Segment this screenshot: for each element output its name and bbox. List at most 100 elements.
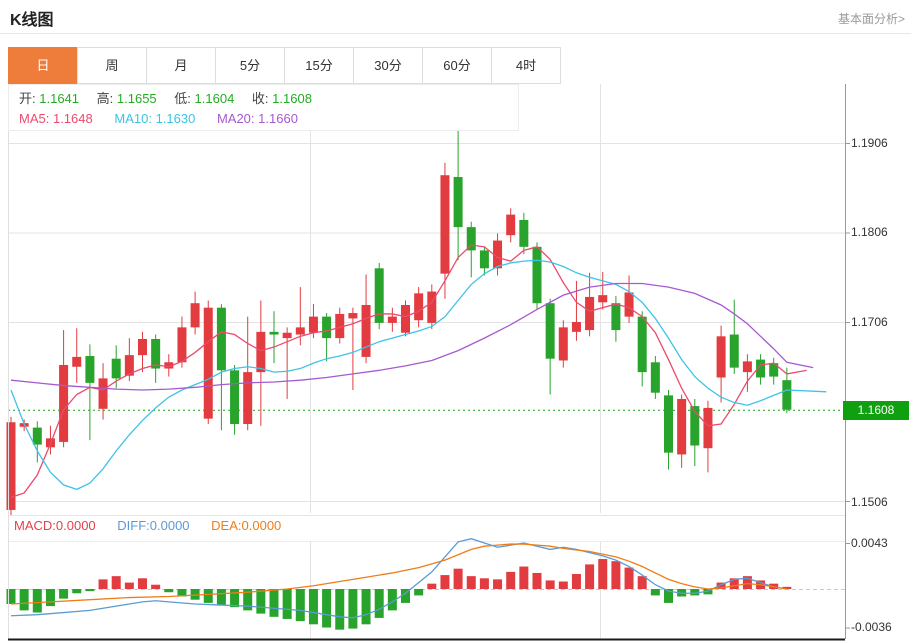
- candle: [493, 240, 503, 269]
- macd-bar: [308, 589, 318, 625]
- macd-bar: [453, 568, 463, 589]
- macd-bar: [427, 583, 437, 589]
- ma20-legend: MA20: 1.1660: [216, 111, 298, 126]
- candle: [138, 339, 147, 356]
- macd-bar: [138, 578, 147, 589]
- tab-4hour[interactable]: 4时: [491, 47, 561, 84]
- macd-bar: [256, 589, 266, 614]
- ma10-legend: MA10: 1.1630: [114, 111, 196, 126]
- candle: [111, 358, 121, 379]
- macd-bar: [414, 589, 424, 596]
- candle: [650, 362, 660, 393]
- macd-value: MACD:0.0000: [14, 518, 96, 533]
- candle: [387, 316, 397, 323]
- candle: [585, 296, 595, 331]
- macd-bar: [361, 589, 371, 625]
- tab-60min[interactable]: 60分: [422, 47, 492, 84]
- ma20-line: [10, 282, 814, 391]
- close-value: 1.1608: [272, 91, 312, 106]
- candle: [677, 398, 687, 455]
- tab-day[interactable]: 日: [8, 47, 78, 84]
- macd-bar: [598, 559, 608, 589]
- macd-bar: [111, 576, 121, 589]
- tab-5min[interactable]: 5分: [215, 47, 285, 84]
- candle: [85, 356, 95, 383]
- candle: [453, 177, 463, 228]
- candle: [637, 316, 647, 373]
- candle: [479, 250, 489, 269]
- macd-bar: [230, 589, 240, 608]
- open-label: 开:: [19, 91, 36, 106]
- macd-bar: [611, 561, 621, 589]
- dea-value: DEA:0.0000: [211, 518, 282, 533]
- ohlc-row: 开: 1.1641 高: 1.1655 低: 1.1604 收: 1.1608: [19, 89, 518, 109]
- macd-bar: [637, 576, 647, 589]
- candle: [401, 304, 410, 333]
- candle: [230, 370, 240, 425]
- open-value: 1.1641: [39, 91, 80, 106]
- candle: [440, 175, 450, 274]
- candle: [177, 327, 187, 363]
- macd-bar: [164, 589, 174, 593]
- tab-week[interactable]: 周: [77, 47, 147, 84]
- macd-bar: [650, 589, 660, 596]
- candle: [256, 331, 266, 373]
- candle: [124, 355, 134, 376]
- tab-month[interactable]: 月: [146, 47, 216, 84]
- candle: [756, 359, 766, 378]
- low-label: 低:: [174, 91, 191, 106]
- low-value: 1.1604: [194, 91, 235, 106]
- candle: [374, 268, 384, 323]
- candles-layer: [6, 129, 792, 515]
- macd-bar: [466, 576, 476, 589]
- macd-bar: [85, 589, 95, 592]
- macd-bar: [532, 572, 542, 589]
- price-axis-label-2: 1.1806: [851, 225, 888, 239]
- candle: [348, 313, 358, 319]
- candle: [519, 219, 529, 247]
- candle: [558, 327, 568, 361]
- candle: [664, 395, 673, 453]
- diff-value: DIFF:0.0000: [117, 518, 190, 533]
- macd-bar: [151, 584, 161, 589]
- price-axis-label-3: 1.1706: [851, 315, 888, 329]
- candle: [295, 327, 305, 335]
- candle: [716, 336, 726, 378]
- macd-bar: [322, 589, 332, 628]
- candle: [361, 304, 371, 357]
- macd-bar: [782, 586, 792, 589]
- candle: [216, 307, 226, 371]
- candle: [335, 313, 345, 339]
- candle: [571, 322, 581, 332]
- macd-bar: [519, 566, 529, 589]
- candle: [466, 227, 476, 251]
- title-divider: [0, 33, 911, 34]
- macd-histogram-layer: [6, 559, 792, 630]
- macd-bar: [216, 589, 226, 606]
- tab-15min[interactable]: 15分: [284, 47, 354, 84]
- macd-bar: [624, 567, 634, 589]
- ma-row: MA5: 1.1648 MA10: 1.1630 MA20: 1.1660: [19, 109, 518, 129]
- macd-bar: [479, 578, 489, 589]
- high-value: 1.1655: [116, 91, 157, 106]
- fundamental-analysis-link[interactable]: 基本面分析>: [837, 12, 905, 26]
- macd-bar: [124, 582, 134, 589]
- grid-layer: [8, 84, 845, 639]
- macd-bar: [585, 564, 595, 589]
- tab-30min[interactable]: 30分: [353, 47, 423, 84]
- candle: [151, 339, 161, 369]
- candle: [59, 364, 69, 442]
- macd-axis-label-max: 0.0043: [851, 536, 888, 550]
- macd-bar: [269, 589, 279, 617]
- close-label: 收:: [251, 91, 269, 106]
- candle: [414, 293, 424, 321]
- macd-bar: [545, 580, 555, 589]
- candle: [427, 291, 437, 323]
- candle: [624, 292, 634, 317]
- candle: [545, 303, 555, 359]
- macd-bar: [45, 589, 55, 607]
- macd-bar: [440, 575, 450, 589]
- candle: [243, 372, 253, 425]
